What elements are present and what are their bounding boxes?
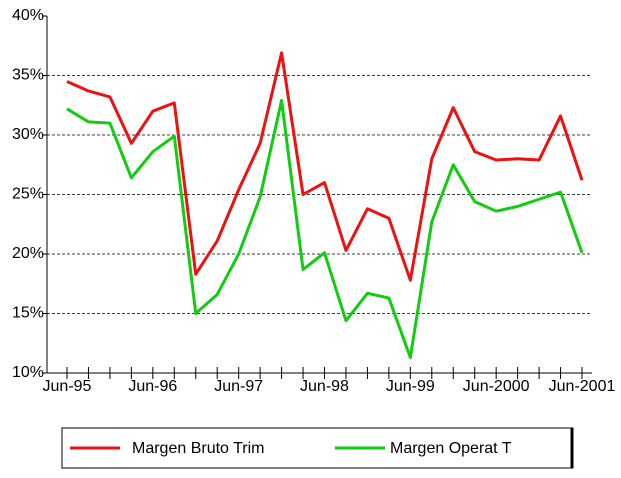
- y-tick-label: 35%: [12, 67, 44, 84]
- y-tick-label: 25%: [12, 186, 44, 203]
- series-line: [66, 98, 584, 360]
- x-tick-label: Jun-96: [128, 378, 177, 395]
- legend-label: Margen Operat T: [390, 440, 512, 457]
- x-tick-label: Jun-2001: [549, 378, 616, 395]
- x-tick-label: Jun-97: [214, 378, 263, 395]
- y-tick-label: 10%: [12, 364, 44, 381]
- legend-label: Margen Bruto Trim: [132, 440, 264, 457]
- x-tick-label: Jun-95: [43, 378, 92, 395]
- y-tick-label: 30%: [12, 126, 44, 143]
- y-tick-label: 15%: [12, 305, 44, 322]
- x-tick-label: Jun-99: [386, 378, 435, 395]
- series-line: [66, 51, 584, 282]
- x-tick-label: Jun-98: [300, 378, 349, 395]
- y-tick-label: 20%: [12, 245, 44, 262]
- x-tick-label: Jun-2000: [463, 378, 530, 395]
- y-tick-label: 40%: [12, 7, 44, 24]
